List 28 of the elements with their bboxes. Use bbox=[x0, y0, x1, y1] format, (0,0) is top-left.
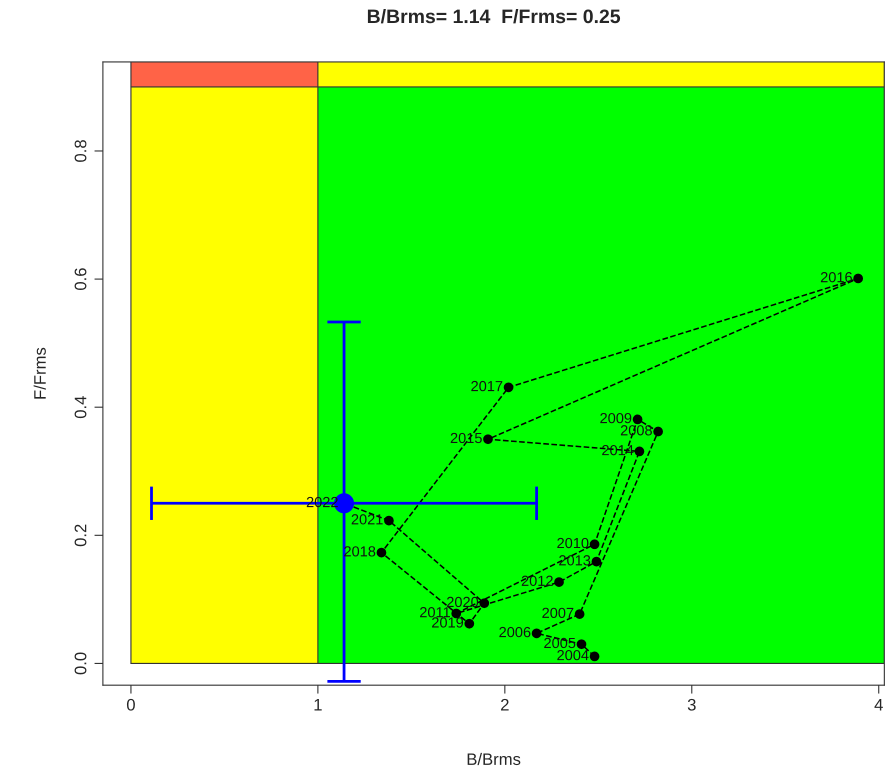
annotation: 2016 bbox=[820, 272, 852, 282]
annotation: 2005 bbox=[544, 638, 576, 648]
chart-title: B/Brms= 1.14 F/Frms= 0.25 bbox=[368, 8, 620, 24]
annotation: 2020 bbox=[447, 596, 478, 608]
y-tick-label: 0.0 bbox=[74, 652, 86, 674]
annotation: 2015 bbox=[450, 432, 482, 444]
y-tick-label: 0.6 bbox=[74, 268, 86, 290]
x-tick-label: 4 bbox=[874, 699, 883, 710]
x-tick-label: 0 bbox=[126, 698, 135, 711]
annotation: 2004 bbox=[557, 650, 589, 660]
annotation: 2010 bbox=[557, 538, 588, 548]
annotation: 2006 bbox=[499, 626, 530, 638]
y-tick-label: 0.8 bbox=[74, 140, 86, 162]
x-tick-label: 2 bbox=[501, 698, 509, 710]
annotation: 2012 bbox=[522, 576, 553, 586]
annotation: 2008 bbox=[620, 425, 652, 436]
annotation: 2021 bbox=[352, 514, 383, 525]
annotation: 2017 bbox=[471, 380, 502, 392]
y-tick-label: 0.2 bbox=[74, 524, 86, 546]
x-tick-label: 3 bbox=[688, 698, 696, 711]
annotation: 2011 bbox=[420, 607, 450, 618]
y-tick-label: 0.4 bbox=[74, 396, 86, 418]
y-axis-title: F/Frms bbox=[34, 348, 46, 399]
x-axis-title: B/Brms bbox=[468, 752, 520, 766]
annotation: 2009 bbox=[600, 412, 632, 424]
annotation: 2007 bbox=[542, 608, 574, 618]
annotation: 2019 bbox=[432, 617, 464, 628]
x-tick-label: 1 bbox=[314, 699, 322, 710]
